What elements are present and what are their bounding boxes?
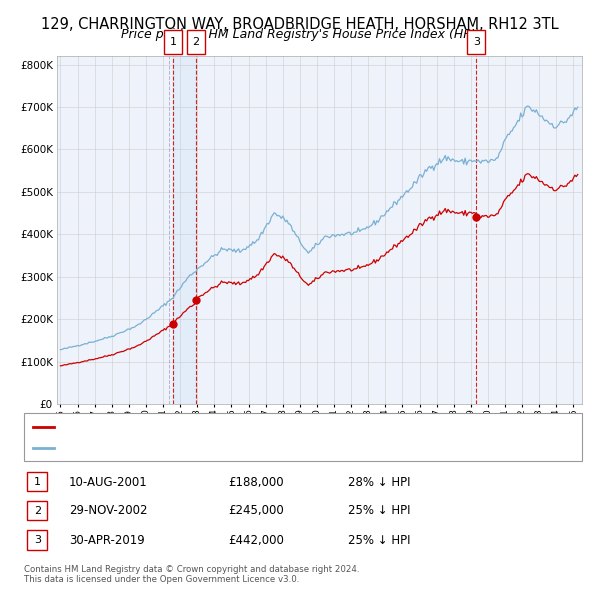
Text: £188,000: £188,000	[228, 476, 284, 489]
Text: 129, CHARRINGTON WAY, BROADBRIDGE HEATH, HORSHAM, RH12 3TL (detached house): 129, CHARRINGTON WAY, BROADBRIDGE HEATH,…	[59, 421, 503, 431]
Text: 1: 1	[170, 37, 177, 47]
Bar	[173, 56, 196, 404]
Text: 3: 3	[473, 37, 480, 47]
Text: HPI: Average price, detached house, Horsham: HPI: Average price, detached house, Hors…	[59, 443, 288, 453]
Text: 3: 3	[34, 535, 41, 545]
Text: 25% ↓ HPI: 25% ↓ HPI	[348, 534, 410, 547]
Text: 30-APR-2019: 30-APR-2019	[69, 534, 145, 547]
Text: £442,000: £442,000	[228, 534, 284, 547]
Text: 2: 2	[34, 506, 41, 516]
Text: 2: 2	[192, 37, 199, 47]
Text: 129, CHARRINGTON WAY, BROADBRIDGE HEATH, HORSHAM, RH12 3TL: 129, CHARRINGTON WAY, BROADBRIDGE HEATH,…	[41, 17, 559, 31]
Text: 10-AUG-2001: 10-AUG-2001	[69, 476, 148, 489]
Text: Contains HM Land Registry data © Crown copyright and database right 2024.
This d: Contains HM Land Registry data © Crown c…	[24, 565, 359, 584]
Text: Price paid vs. HM Land Registry's House Price Index (HPI): Price paid vs. HM Land Registry's House …	[121, 28, 479, 41]
Text: 28% ↓ HPI: 28% ↓ HPI	[348, 476, 410, 489]
Text: £245,000: £245,000	[228, 504, 284, 517]
Text: 29-NOV-2002: 29-NOV-2002	[69, 504, 148, 517]
Text: 1: 1	[34, 477, 41, 487]
Text: 25% ↓ HPI: 25% ↓ HPI	[348, 504, 410, 517]
